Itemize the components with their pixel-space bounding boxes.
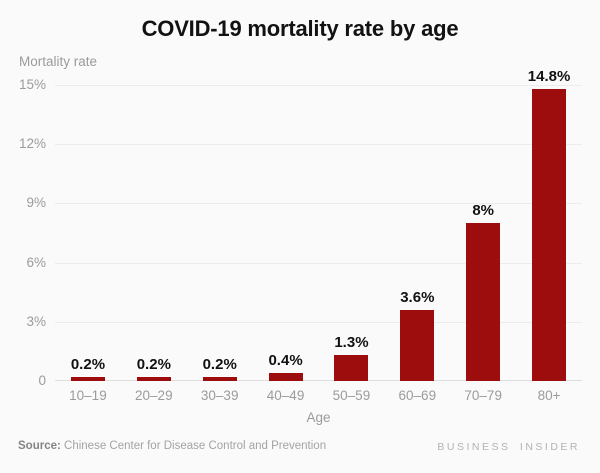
bar: [202, 377, 237, 381]
source-prefix: Source:: [18, 440, 65, 452]
value-label: 14.8%: [527, 68, 571, 85]
brand-logo: BUSINESS INSIDER: [437, 441, 580, 453]
bar-column: 0.2% 30–39: [187, 85, 253, 403]
value-label: 8%: [472, 202, 495, 219]
x-tick-label: 10–19: [69, 388, 107, 403]
value-label: 0.2%: [136, 356, 171, 373]
x-tick-label: 30–39: [200, 388, 239, 403]
y-tick-label: 6%: [26, 255, 46, 270]
bar: [136, 377, 171, 381]
value-label: 0.2%: [202, 356, 237, 373]
plot-area: 0 3% 6% 9% 12% 15% 0.2% 10–19 0.2% 20–29 0.2% 30–39…: [19, 68, 582, 403]
bar: [70, 377, 105, 381]
x-tick-label: 60–69: [398, 388, 437, 403]
bar-column: 0.2% 20–29: [121, 85, 187, 403]
y-axis-label: Mortality rate: [19, 54, 98, 69]
bar: [466, 223, 501, 381]
y-tick-label: 12%: [18, 136, 46, 151]
bar-column: 8% 70–79: [450, 85, 516, 403]
bar-column: 0.2% 10–19: [55, 85, 121, 403]
x-tick-label: 40–49: [266, 388, 305, 403]
x-tick-label: 20–29: [135, 388, 173, 403]
source-text: Chinese Center for Disease Control and P…: [64, 440, 327, 452]
gridline: [55, 322, 582, 323]
x-tick-label: 70–79: [464, 388, 502, 403]
bar: [334, 355, 369, 381]
value-label: 1.3%: [334, 334, 369, 351]
value-label: 0.2%: [70, 356, 106, 373]
gridline: [55, 144, 582, 145]
bar: [268, 373, 303, 381]
y-tick-label: 9%: [26, 195, 46, 210]
source-note: Source: Chinese Center for Disease Contr…: [18, 440, 326, 452]
x-tick-label: 80+: [537, 388, 561, 403]
gridline: [55, 263, 582, 264]
x-tick-label: 50–59: [332, 388, 371, 403]
gridline: [55, 85, 582, 86]
bar: [400, 310, 435, 381]
chart-title: COVID-19 mortality rate by age: [141, 16, 459, 41]
x-axis-label: Age: [306, 410, 331, 425]
bar: [532, 89, 567, 381]
value-label: 3.6%: [400, 289, 435, 306]
bar-column: 0.4% 40–49: [253, 85, 319, 403]
x-axis-line: [55, 380, 582, 381]
bar-column: 3.6% 60–69: [384, 85, 450, 403]
value-label: 0.4%: [268, 352, 303, 369]
gridline: [55, 203, 582, 204]
bar-column: 1.3% 50–59: [319, 85, 385, 403]
y-tick-label: 3%: [26, 314, 46, 329]
y-tick-label: 15%: [18, 77, 46, 92]
y-tick-label: 0: [38, 373, 46, 388]
bar-column: 14.8% 80+: [516, 68, 582, 403]
